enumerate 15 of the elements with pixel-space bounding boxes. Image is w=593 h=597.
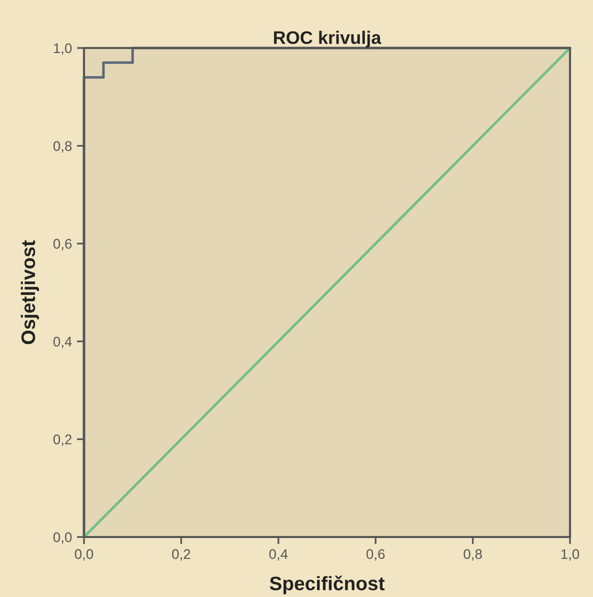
x-tick-label: 0,2 bbox=[172, 549, 190, 561]
y-tick-label: 0,4 bbox=[53, 336, 72, 348]
x-tick-label: 0,4 bbox=[269, 549, 288, 561]
y-tick-label: 0,6 bbox=[53, 238, 72, 250]
x-axis-title: Specifičnost bbox=[270, 576, 385, 594]
x-tick-label: 0,6 bbox=[366, 549, 385, 561]
x-tick-label: 0,0 bbox=[74, 549, 94, 561]
chart-title: ROC krivulja bbox=[274, 30, 382, 48]
x-tick-label: 1,0 bbox=[561, 549, 580, 561]
y-tick-label: 0,0 bbox=[53, 532, 72, 544]
y-axis-title: Osjetljivost bbox=[20, 240, 39, 344]
y-tick-label: 0,8 bbox=[53, 141, 72, 153]
y-tick-label: 0,2 bbox=[53, 434, 72, 446]
x-tick-label: 0,8 bbox=[464, 549, 482, 561]
y-tick-label: 1,0 bbox=[54, 43, 72, 55]
